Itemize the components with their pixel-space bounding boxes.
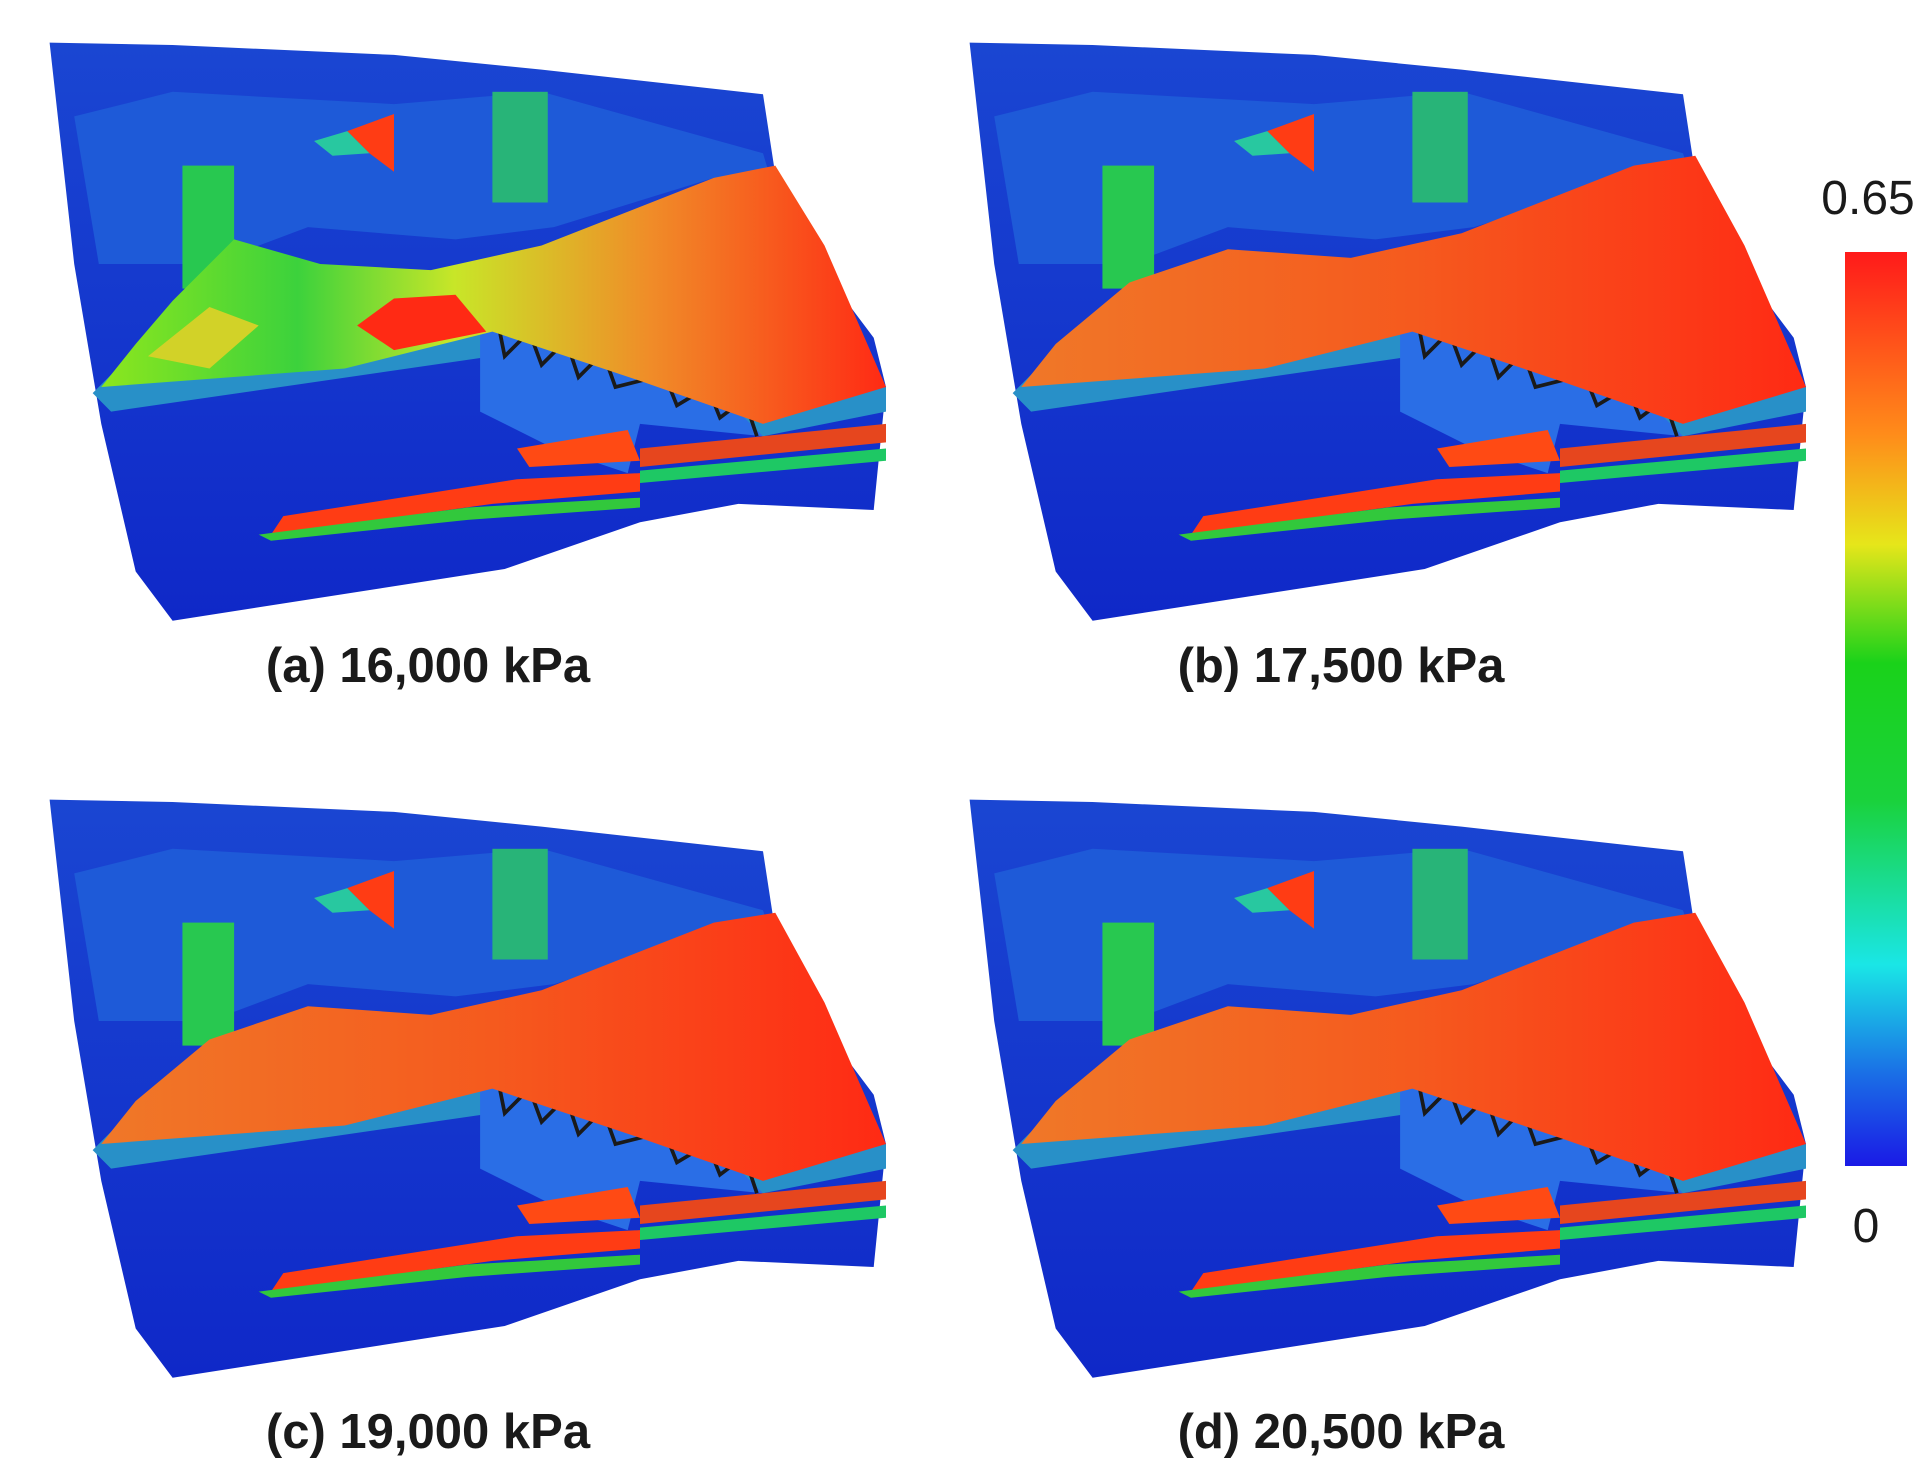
panel-caption: (d) 20,500 kPa (1178, 1405, 1506, 1459)
panel-c (47, 797, 888, 1380)
colorbar-min-label: 0 (1853, 1200, 1880, 1253)
panel-b (967, 40, 1808, 623)
colorbar-max-label: 0.65 (1821, 172, 1914, 225)
panel-caption: (b) 17,500 kPa (1178, 639, 1506, 693)
panel-caption: (a) 16,000 kPa (266, 639, 591, 693)
panel-a (47, 40, 888, 623)
panel-caption: (c) 19,000 kPa (266, 1405, 591, 1459)
colorbar (1845, 252, 1907, 1166)
panel-d (967, 797, 1808, 1380)
